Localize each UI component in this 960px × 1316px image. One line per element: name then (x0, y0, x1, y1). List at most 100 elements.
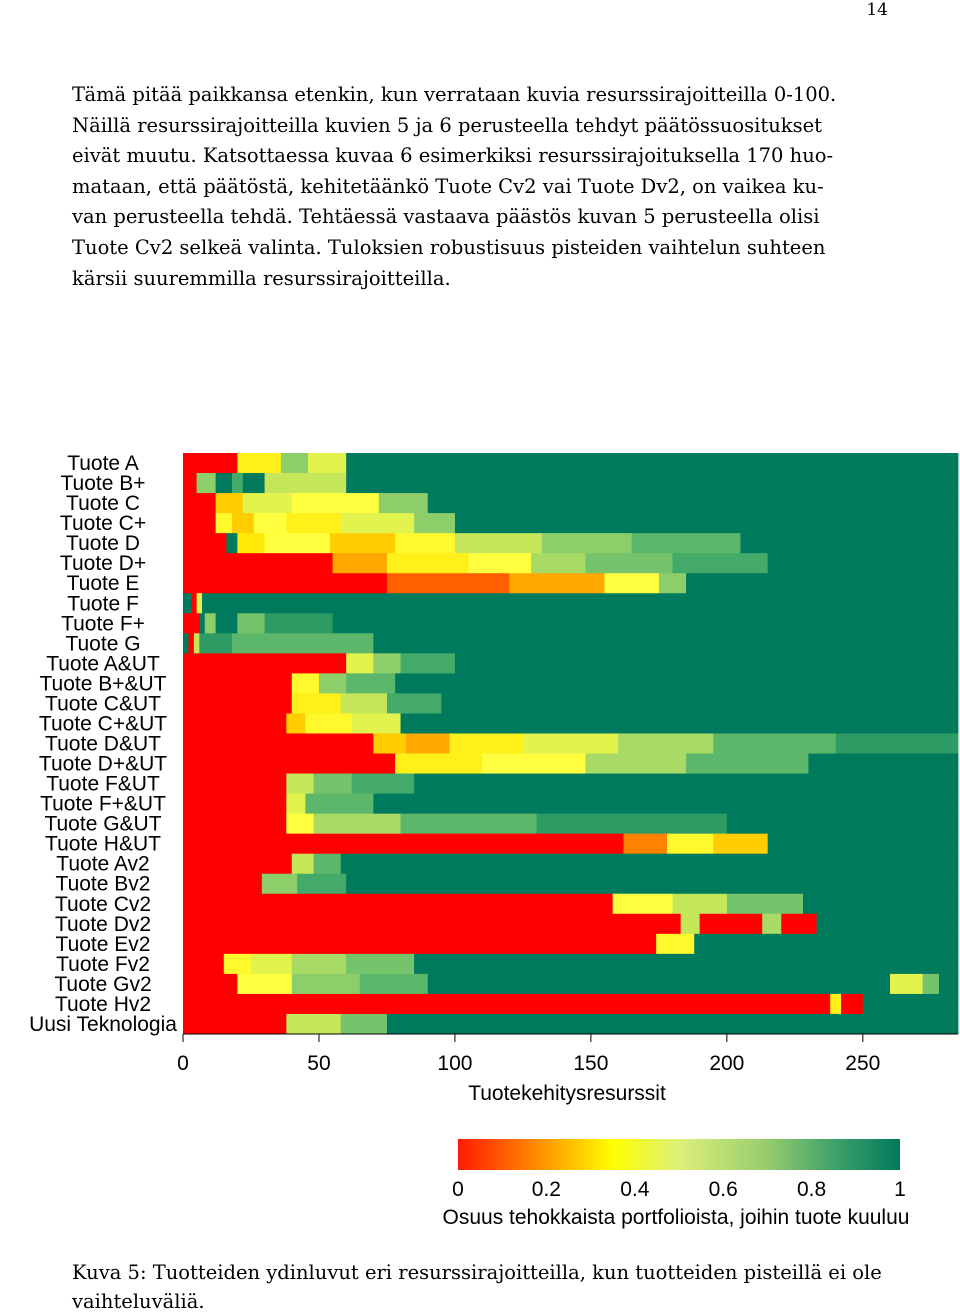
heatmap-cell (373, 653, 401, 674)
heatmap-cell (215, 493, 244, 514)
heatmap-cell (841, 993, 864, 1015)
heatmap-cell (231, 513, 255, 534)
x-tick-label: 200 (709, 1052, 744, 1075)
heatmap-cell (808, 753, 959, 774)
heatmap-cell (395, 533, 456, 554)
heatmap-cell (183, 553, 333, 574)
heatmap-cell (427, 973, 891, 995)
heatmap-cell (183, 853, 293, 875)
heatmap-cell (373, 633, 959, 654)
heatmap-cell (231, 633, 374, 654)
x-tick-label: 150 (573, 1052, 608, 1075)
paragraph-line: Näillä resurssirajoitteilla kuvien 5 ja … (72, 113, 822, 137)
heatmap-cell (414, 513, 456, 534)
heatmap-cell (183, 753, 396, 774)
heatmap-cell (313, 813, 401, 835)
heatmap-cell (373, 793, 959, 815)
heatmap-cell (378, 493, 429, 514)
heatmap-cell (672, 553, 769, 574)
x-axis-title: Tuotekehitysresurssit (468, 1082, 666, 1105)
heatmap-cell (183, 513, 217, 534)
colorbar-ticks: 0 0.2 0.4 0.6 0.8 1 (452, 1178, 906, 1201)
heatmap-cell (196, 473, 217, 494)
heatmap-cell (835, 733, 959, 754)
heatmap-cell (400, 813, 537, 835)
heatmap-cell (183, 573, 388, 594)
page-number: 14 (866, 0, 888, 20)
row-label: Tuote D (66, 532, 140, 555)
heatmap-cell (346, 953, 415, 975)
heatmap-cell (395, 753, 483, 774)
heatmap-cell (454, 533, 543, 554)
heatmap-cell (541, 533, 633, 554)
heatmap-cell (427, 493, 959, 514)
heatmap-cell (631, 533, 741, 554)
heatmap-cell (183, 733, 374, 754)
heatmap-cell (286, 713, 306, 734)
heatmap-cell (199, 613, 206, 634)
heatmap-cell (305, 713, 352, 734)
colorbar-tick-label: 0.6 (709, 1178, 738, 1201)
row-label: Tuote F&UT (46, 773, 160, 796)
heatmap-cell (183, 773, 287, 794)
heatmap-cell (509, 573, 605, 594)
heatmap-cell (938, 973, 959, 995)
heatmap-cell (286, 513, 342, 534)
paragraph-line: Tuote Cv2 selkeä valinta. Tuloksien robu… (72, 235, 826, 259)
heatmap-cell (183, 833, 624, 855)
heatmap-cell (816, 913, 959, 935)
heatmap-cell (226, 533, 238, 554)
paragraph-line: eivät muutu. Katsottaessa kuvaa 6 esimer… (72, 144, 834, 168)
heatmap-cell (242, 493, 293, 514)
row-label: Tuote Bv2 (56, 873, 151, 896)
colorbar-tick-label: 0.4 (620, 1178, 650, 1201)
heatmap-cell (400, 713, 959, 734)
heatmap-cell (359, 973, 429, 995)
heatmap-cell (237, 613, 265, 634)
heatmap-cell (183, 653, 347, 674)
figure-caption: Kuva 5: Tuotteiden ydinluvut eri resurss… (72, 1258, 902, 1316)
row-label: Tuote D+&UT (39, 753, 167, 776)
row-label: Tuote C (66, 492, 140, 515)
row-label: Tuote C+ (60, 512, 146, 535)
heatmap-cell (183, 453, 238, 474)
x-axis: 0 50 100 150 200 250 (177, 1033, 958, 1075)
heatmap-cell (400, 653, 456, 674)
heatmap-cell (286, 813, 314, 835)
heatmap-cell (395, 673, 959, 694)
heatmap-cell (726, 893, 804, 915)
heatmap-cell (183, 1013, 287, 1035)
heatmap-cell (291, 673, 320, 694)
heatmap-cell (332, 613, 959, 634)
heatmap-cell (373, 733, 407, 754)
heatmap-cell (454, 513, 959, 534)
heatmap-cell (183, 993, 831, 1015)
heatmap-cell (585, 753, 687, 774)
heatmap-cell (291, 493, 380, 514)
heatmap-cell (604, 573, 660, 594)
heatmap-cell (183, 473, 197, 494)
heatmap-cell (386, 553, 469, 574)
heatmap-cell (286, 793, 306, 815)
heatmap-cell (261, 873, 298, 895)
heatmap-cell (183, 893, 614, 915)
heatmap-cell (414, 773, 959, 794)
x-tick-label: 250 (845, 1052, 880, 1075)
heatmap-cell (468, 553, 532, 574)
heatmap-cell (340, 853, 959, 875)
row-label: Tuote G&UT (44, 813, 161, 836)
caption-line: vaihteluväliä. (72, 1290, 205, 1313)
row-label: Tuote Dv2 (55, 913, 151, 936)
row-label: Tuote A (67, 452, 139, 475)
heatmap-cell (531, 553, 586, 574)
x-tick-label: 0 (177, 1052, 189, 1075)
paragraph-line: kärsii suuremmilla resurssirajoitteilla. (72, 266, 451, 290)
heatmap-cell (346, 473, 959, 494)
heatmap-cell (199, 633, 233, 654)
row-label: Tuote E (67, 572, 140, 595)
heatmap-cell (183, 813, 287, 835)
heatmap-cell (183, 613, 200, 634)
heatmap-cell (191, 593, 197, 614)
colorbar (458, 1139, 900, 1170)
